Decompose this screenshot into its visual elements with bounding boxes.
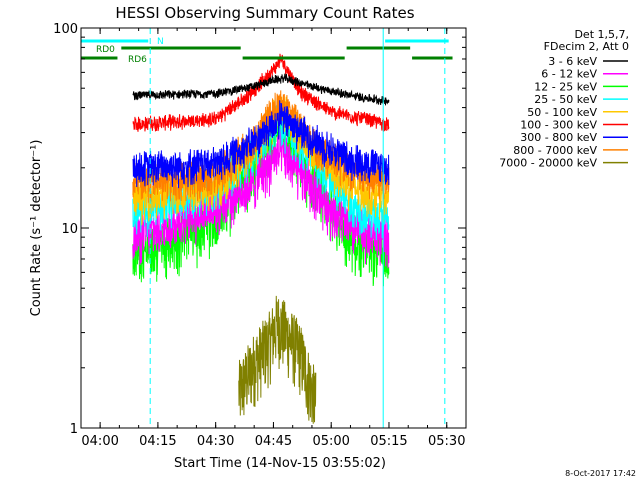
legend-label-4: 50 - 100 keV [527, 106, 597, 119]
legend-label-5: 100 - 300 keV [520, 119, 597, 132]
y-tick-label-0: 1 [70, 422, 78, 437]
legend-header-1: FDecim 2, Att 0 [544, 40, 629, 53]
x-tick-label-3: 04:45 [255, 434, 292, 449]
x-tick-label-4: 05:00 [312, 434, 349, 449]
legend-label-3: 25 - 50 keV [534, 93, 597, 106]
flag-label-1: N [157, 37, 164, 47]
y-axis: 1 10 100 [53, 22, 466, 437]
attenuator-flags: RD0 N RD6 [81, 37, 453, 65]
x-tick-label-5: 05:15 [370, 434, 407, 449]
x-tick-label-0: 04:00 [81, 434, 118, 449]
x-axis: 04:00 04:15 04:30 04:45 05:00 05:15 05:30 [81, 28, 467, 449]
chart-title: HESSI Observing Summary Count Rates [115, 4, 414, 22]
y-tick-label-1: 10 [61, 222, 78, 237]
y-tick-label-2: 100 [53, 22, 78, 37]
legend-label-1: 6 - 12 keV [541, 68, 597, 81]
legend-label-8: 7000 - 20000 keV [499, 157, 597, 170]
series-line-0 [132, 73, 390, 106]
series-line-5 [132, 53, 390, 132]
x-tick-label-2: 04:30 [197, 434, 234, 449]
x-axis-label: Start Time (14-Nov-15 03:55:02) [174, 456, 386, 471]
plot-timestamp: 8-Oct-2017 17:42 [565, 469, 636, 478]
legend-header-0: Det 1,5,7, [574, 28, 629, 41]
series-line-6 [132, 100, 390, 189]
legend-label-6: 300 - 800 keV [520, 131, 597, 144]
flag-label-3: RD6 [128, 55, 147, 65]
legend-label-7: 800 - 7000 keV [513, 144, 597, 157]
series-layer [132, 53, 390, 424]
legend-label-0: 3 - 6 keV [548, 55, 597, 68]
x-tick-label-6: 05:30 [428, 434, 465, 449]
y-axis-label: Count Rate (s⁻¹ detector⁻¹) [29, 140, 44, 317]
event-markers [149, 28, 446, 428]
series-line-8 [238, 295, 317, 424]
legend-label-2: 12 - 25 keV [534, 80, 597, 93]
flag-label-0: RD0 [96, 45, 115, 55]
series-line-1 [132, 128, 390, 269]
x-tick-label-1: 04:15 [139, 434, 176, 449]
